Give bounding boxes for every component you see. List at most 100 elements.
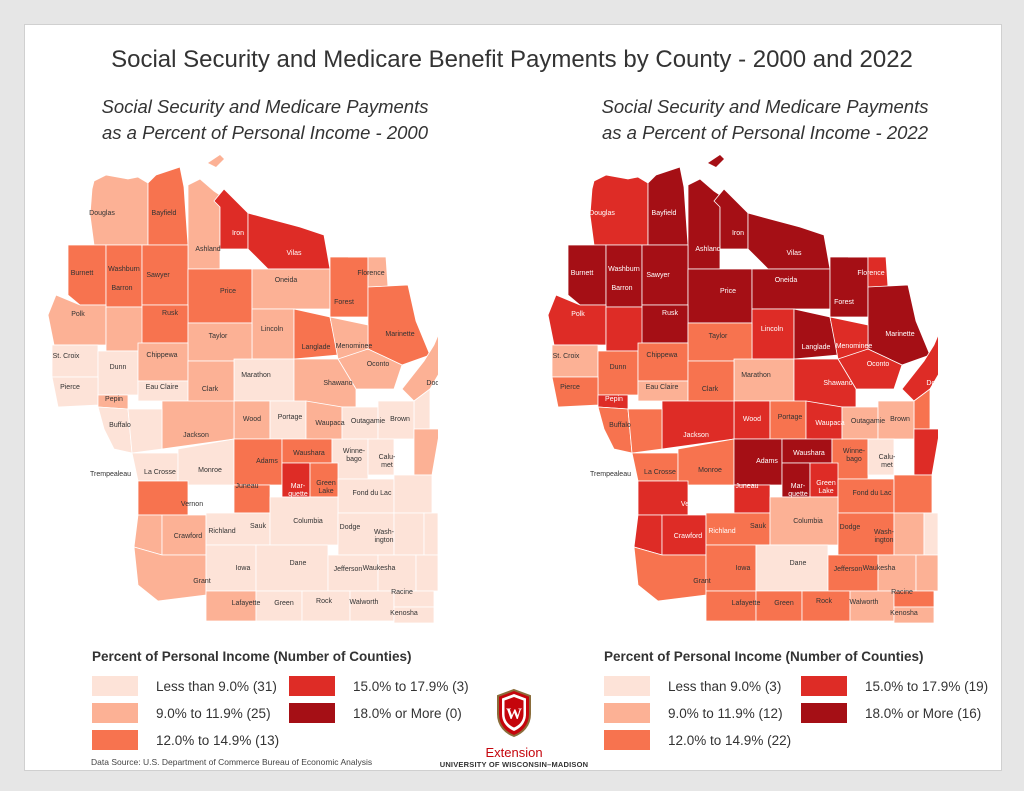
county-grant bbox=[633, 546, 707, 602]
county-vilas bbox=[247, 212, 331, 270]
county-washburn bbox=[105, 244, 143, 308]
county-label-menominee: Menominee bbox=[836, 343, 873, 350]
county-label-pepin: Pepin bbox=[605, 396, 623, 403]
county-sheboygan bbox=[393, 474, 433, 514]
county-label-waukesha: Waukesha bbox=[863, 565, 896, 572]
county-label-st-croix: St. Croix bbox=[553, 353, 580, 360]
county-label-lincoln: Lincoln bbox=[761, 326, 783, 333]
county-waukesha bbox=[877, 554, 917, 592]
county-label-washington: ington bbox=[374, 537, 393, 544]
county-label-florence: Florence bbox=[857, 270, 884, 277]
county-label-grant: Grant bbox=[193, 578, 211, 585]
map-2022-subtitle-line1: Social Security and Medicare Payments bbox=[601, 96, 929, 117]
county-label-langlade: Langlade bbox=[802, 344, 831, 351]
legend-swatch bbox=[604, 676, 650, 696]
county-label-burnett: Burnett bbox=[71, 270, 94, 277]
legend-swatch bbox=[801, 703, 847, 723]
county-label-vilas: Vilas bbox=[786, 250, 802, 257]
county-label-columbia: Columbia bbox=[793, 518, 823, 525]
county-label-marathon: Marathon bbox=[241, 372, 271, 379]
county-label-waushara: Waushara bbox=[793, 450, 825, 457]
legend-label: Less than 9.0% (3) bbox=[668, 678, 782, 694]
county-label-trempealeau: Trempealeau bbox=[590, 471, 631, 478]
county-label-iowa: Iowa bbox=[736, 565, 751, 572]
county-label-waukesha: Waukesha bbox=[363, 565, 396, 572]
page-title: Social Security and Medicare Benefit Pay… bbox=[111, 46, 913, 73]
county-manitowoc bbox=[413, 428, 438, 476]
county-buffalo bbox=[97, 406, 133, 454]
county-label-eau-claire: Eau Claire bbox=[146, 384, 179, 391]
county-label-waushara: Waushara bbox=[293, 450, 325, 457]
county-buffalo bbox=[597, 406, 633, 454]
county-ashland bbox=[187, 178, 221, 270]
county-walworth bbox=[849, 590, 895, 622]
county-label-door: Door bbox=[426, 380, 438, 387]
county-ozaukee bbox=[423, 512, 438, 556]
county-label-washburn: Washburn bbox=[608, 266, 640, 273]
legend-label: 18.0% or More (0) bbox=[353, 705, 462, 721]
county-dunn bbox=[97, 350, 139, 396]
county-forest bbox=[829, 256, 869, 318]
county-label-crawford: Crawford bbox=[674, 533, 703, 540]
county-label-jefferson: Jefferson bbox=[334, 566, 363, 573]
county-label-shawano: Shawano bbox=[823, 380, 852, 387]
county-label-monroe: Monroe bbox=[698, 467, 722, 474]
legend-label: 15.0% to 17.9% (3) bbox=[353, 678, 469, 694]
county-kenosha bbox=[893, 606, 935, 624]
county-label-adams: Adams bbox=[756, 458, 778, 465]
county-label-barron: Barron bbox=[111, 285, 132, 292]
county-la-crosse bbox=[131, 452, 179, 482]
svg-text:W: W bbox=[506, 706, 522, 723]
county-label-iron: Iron bbox=[232, 230, 244, 237]
legend-swatch bbox=[604, 730, 650, 750]
county-lincoln bbox=[751, 308, 795, 360]
county-label-walworth: Walworth bbox=[850, 599, 879, 606]
county-rock bbox=[301, 590, 351, 622]
county-label-chippewa: Chippewa bbox=[146, 352, 177, 359]
apostle-islands bbox=[208, 155, 224, 167]
county-label-waupaca: Waupaca bbox=[315, 420, 344, 427]
county-vilas bbox=[747, 212, 831, 270]
county-label-sauk: Sauk bbox=[750, 523, 766, 530]
county-label-dane: Dane bbox=[790, 560, 807, 567]
county-label-taylor: Taylor bbox=[709, 333, 728, 340]
county-label-price: Price bbox=[720, 288, 736, 295]
county-label-barron: Barron bbox=[611, 285, 632, 292]
county-label-calumet: Calu- bbox=[379, 454, 396, 461]
county-marathon bbox=[233, 358, 295, 402]
county-label-price: Price bbox=[220, 288, 236, 295]
county-label-iron: Iron bbox=[732, 230, 744, 237]
county-label-eau-claire: Eau Claire bbox=[646, 384, 679, 391]
county-washington bbox=[893, 512, 925, 556]
county-label-green-lake: Green bbox=[316, 480, 336, 487]
university-wordmark: UNIVERSITY OF WISCONSIN–MADISON bbox=[439, 760, 589, 769]
county-la-crosse bbox=[631, 452, 679, 482]
county-label-chippewa: Chippewa bbox=[646, 352, 677, 359]
uw-extension-logo: W Extension UNIVERSITY OF WISCONSIN–MADI… bbox=[438, 688, 590, 769]
county-label-dunn: Dunn bbox=[110, 364, 127, 371]
county-label-burnett: Burnett bbox=[571, 270, 594, 277]
county-st-croix bbox=[51, 344, 99, 378]
legend-label: 9.0% to 11.9% (25) bbox=[156, 705, 271, 721]
legend-2000-item: 12.0% to 14.9% (13) bbox=[92, 730, 279, 750]
county-trempealeau bbox=[127, 408, 163, 454]
map-2022-subtitle: Social Security and Medicare Payments as… bbox=[555, 94, 975, 146]
county-label-marathon: Marathon bbox=[741, 372, 771, 379]
county-chippewa bbox=[137, 342, 189, 382]
county-label-juneau: Juneau bbox=[236, 483, 259, 490]
county-sheboygan bbox=[893, 474, 933, 514]
legend-2022-item: 9.0% to 11.9% (12) bbox=[604, 703, 783, 723]
county-label-wood: Wood bbox=[743, 416, 761, 423]
county-trempealeau bbox=[627, 408, 663, 454]
extension-wordmark: Extension bbox=[485, 745, 543, 760]
county-oneida bbox=[251, 268, 331, 310]
map-2000-subtitle-line1: Social Security and Medicare Payments bbox=[101, 96, 429, 117]
county-label-brown: Brown bbox=[390, 416, 410, 423]
county-label-winnebago: bago bbox=[346, 456, 362, 463]
county-label-fond-du-lac: Fond du Lac bbox=[853, 490, 892, 497]
county-oneida bbox=[751, 268, 831, 310]
county-price bbox=[687, 268, 753, 324]
county-label-la-crosse: La Crosse bbox=[644, 469, 676, 476]
county-label-marquette: quette bbox=[788, 491, 808, 498]
county-label-iowa: Iowa bbox=[236, 565, 251, 572]
